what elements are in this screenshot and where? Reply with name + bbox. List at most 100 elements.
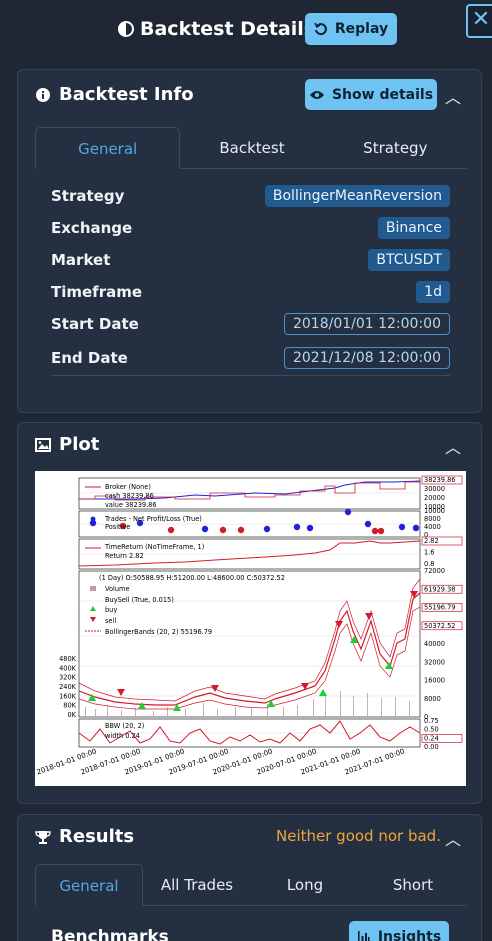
right-tick-label: 30000 xyxy=(424,485,445,493)
show-details-button[interactable]: Show details xyxy=(305,79,437,110)
right-tick-label: 8000 xyxy=(424,695,441,703)
right-tick-label: 72000 xyxy=(424,567,445,575)
return-label: Return 2.82 xyxy=(105,552,144,560)
insights-button[interactable]: Insights xyxy=(349,921,449,941)
strategy-badge: BollingerMeanReversion xyxy=(264,185,450,207)
value-tag-box xyxy=(421,621,463,631)
modal-title: Backtest Details xyxy=(118,18,315,40)
info-row-exchange: Exchange Binance xyxy=(51,212,450,244)
left-tick-label: 240K xyxy=(59,683,77,691)
modal-title-text: Backtest Details xyxy=(140,18,316,40)
benchmarks-heading: Benchmarks xyxy=(51,927,169,941)
right-tick-label: 4000 xyxy=(424,523,441,531)
right-tick-label: 61929.38 xyxy=(424,585,455,593)
bbw-label: BBW (20, 2) xyxy=(105,722,144,730)
end-date-badge: 2021/12/08 12:00:00 xyxy=(283,346,450,369)
buysell-label: BuySell (True, 0.015) xyxy=(105,596,174,604)
backtest-info-card: Backtest Info Show details ︿ General Bac… xyxy=(17,69,482,413)
results-status-text: Neither good nor bad. xyxy=(276,827,441,845)
close-button[interactable]: ✕ xyxy=(466,4,492,38)
modal-header: Backtest Details Replay ✕ xyxy=(0,0,492,58)
cash-label: cash 38239.86 xyxy=(105,492,154,500)
value-tag-box xyxy=(421,733,463,743)
right-tick-label: 0.24 xyxy=(424,734,439,742)
info-row-start-date: Start Date 2018/01/01 12:00:00 xyxy=(51,308,450,340)
backtest-info-title-text: Backtest Info xyxy=(59,84,194,105)
insights-label: Insights xyxy=(377,928,442,941)
right-tick-label: 10000 xyxy=(424,507,445,515)
right-tick-label: 0.75 xyxy=(424,717,439,725)
info-label: Exchange xyxy=(51,219,133,237)
tab-all-trades[interactable]: All Trades xyxy=(160,876,234,894)
info-label: Market xyxy=(51,251,111,269)
collapse-chevron-icon[interactable]: ︿ xyxy=(444,830,461,849)
left-tick-label: 320K xyxy=(59,674,77,682)
trophy-icon xyxy=(35,830,51,844)
tab-general[interactable]: General xyxy=(35,864,143,906)
replay-label: Replay xyxy=(334,21,389,37)
left-tick-label: 480K xyxy=(59,655,77,663)
right-tick-label: 55196.79 xyxy=(424,604,455,612)
value-tag-box xyxy=(421,475,463,485)
left-tick-label: 0K xyxy=(67,711,76,719)
right-tick-label: 16000 xyxy=(424,677,445,685)
collapse-chevron-icon[interactable]: ︿ xyxy=(444,438,461,457)
right-tick-label: 0 xyxy=(424,531,428,539)
info-tabs: General Backtest Strategy xyxy=(35,127,467,169)
broker-label: Broker (None) xyxy=(105,483,151,491)
replay-button[interactable]: Replay xyxy=(305,13,397,45)
right-tick-label: 8000 xyxy=(424,515,441,523)
value-label: value 38239.86 xyxy=(105,501,157,509)
eye-icon xyxy=(309,90,324,99)
sell-label: sell xyxy=(105,617,116,625)
right-tick-label: 32000 xyxy=(424,658,445,666)
backtest-plot-image: Broker (None) cash 38239.86 value 38239.… xyxy=(35,471,466,786)
results-title: Results xyxy=(35,826,134,847)
replay-icon xyxy=(314,22,327,36)
bbands-label: BollingerBands (20, 2) 55196.79 xyxy=(105,628,212,636)
info-row-strategy: Strategy BollingerMeanReversion xyxy=(51,180,450,212)
tab-strategy[interactable]: Strategy xyxy=(363,139,428,157)
right-tick-label: 40000 xyxy=(424,640,445,648)
right-tick-label: 0 xyxy=(424,713,428,721)
results-title-text: Results xyxy=(59,826,135,847)
tab-backtest[interactable]: Backtest xyxy=(219,139,285,157)
right-tick-label: 10000 xyxy=(424,503,445,511)
backtest-plot: Broker (None) cash 38239.86 value 38239.… xyxy=(36,475,463,776)
info-row-market: Market BTCUSDT xyxy=(51,244,450,276)
plot-card: Plot ︿ xyxy=(17,422,482,804)
volume-label: Volume xyxy=(105,585,130,593)
value-tag-box xyxy=(421,536,463,546)
chart-bar-icon xyxy=(357,930,370,941)
tab-short[interactable]: Short xyxy=(392,876,434,894)
right-tick-label: 2.82 xyxy=(424,537,439,545)
left-tick-label: 400K xyxy=(59,664,77,672)
right-tick-label: 0.8 xyxy=(424,560,435,568)
info-label: Strategy xyxy=(51,187,125,205)
right-tick-label: 38239.86 xyxy=(424,476,455,484)
backtest-info-title: Backtest Info xyxy=(35,84,194,105)
timeframe-badge: 1d xyxy=(416,281,450,303)
right-tick-label: 0.00 xyxy=(424,743,439,751)
info-row-timeframe: Timeframe 1d xyxy=(51,276,450,308)
plot-title-text: Plot xyxy=(59,434,100,455)
tab-general[interactable]: General xyxy=(35,127,181,169)
ohlc-label: (1 Day) O:50588.95 H:51200.00 L:48600.00… xyxy=(99,574,285,582)
right-tick-label: 1.6 xyxy=(424,549,435,557)
right-tick-label: 50372.52 xyxy=(424,622,455,630)
right-tick-label: 20000 xyxy=(424,494,445,502)
show-details-label: Show details xyxy=(331,86,434,103)
left-tick-label: 80K xyxy=(63,702,76,710)
tab-long[interactable]: Long xyxy=(286,876,324,894)
info-label: Timeframe xyxy=(51,283,143,301)
right-axis-ticks: 38239.86300002000010000100008000400002.8… xyxy=(421,475,463,751)
positive-label: Positive xyxy=(105,523,130,531)
buy-label: buy xyxy=(105,606,117,614)
timereturn-label: TimeReturn (NoTimeFrame, 1) xyxy=(104,543,204,551)
market-badge: BTCUSDT xyxy=(368,249,450,271)
info-label: End Date xyxy=(51,348,128,367)
contrast-icon xyxy=(118,21,134,37)
collapse-chevron-icon[interactable]: ︿ xyxy=(444,88,461,107)
